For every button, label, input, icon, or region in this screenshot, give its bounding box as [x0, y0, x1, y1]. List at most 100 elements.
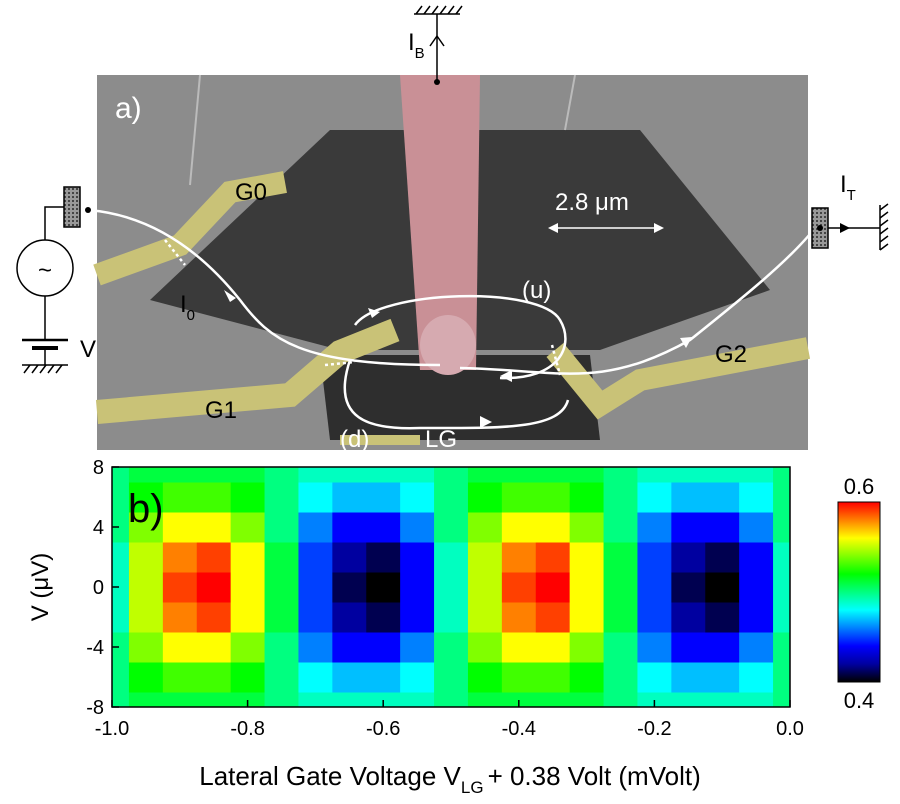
cell [332, 662, 367, 693]
cell [196, 542, 232, 573]
cell [671, 542, 706, 573]
cell [637, 542, 672, 573]
cell [535, 572, 571, 603]
x-tick-label: -0.2 [637, 718, 671, 740]
gate-label: G2 [715, 341, 747, 368]
cell [467, 467, 503, 483]
cell [535, 512, 571, 543]
cell [535, 602, 571, 633]
x-tick-label: -0.8 [230, 718, 264, 740]
cell [162, 602, 198, 633]
cell [162, 662, 198, 693]
cell [298, 692, 333, 707]
cell [162, 572, 198, 603]
cell [603, 542, 638, 573]
cell [162, 692, 198, 707]
cell [467, 572, 503, 603]
cell [366, 572, 401, 603]
cell [671, 512, 706, 543]
cell [128, 512, 164, 543]
cell [298, 467, 333, 483]
cell [501, 602, 537, 633]
cell [400, 602, 435, 633]
x-label-main: Lateral Gate Voltage V [199, 761, 461, 791]
cell [298, 632, 333, 663]
cell [112, 692, 130, 707]
cell [705, 572, 740, 603]
cell [434, 632, 469, 663]
cell [467, 482, 503, 513]
cell [332, 542, 367, 573]
cell [196, 602, 232, 633]
x-tick-label: -0.4 [502, 718, 536, 740]
cell [264, 662, 299, 693]
cell [434, 467, 469, 483]
current-label: IB [408, 29, 425, 62]
cell [298, 662, 333, 693]
cell [739, 602, 774, 633]
colorbar-label: 0.4 [844, 688, 875, 713]
cell [569, 572, 605, 603]
cell [535, 467, 571, 483]
cell [128, 602, 164, 633]
cell [603, 662, 638, 693]
cell [569, 602, 605, 633]
cell [773, 692, 790, 707]
cell [569, 692, 605, 707]
cell [501, 467, 537, 483]
cell [773, 482, 790, 513]
contour-plot [112, 467, 790, 707]
cell [671, 662, 706, 693]
cell [264, 467, 299, 483]
cell [162, 467, 198, 483]
cell [434, 662, 469, 693]
cell [366, 467, 401, 483]
cell [603, 692, 638, 707]
x-tick-label: -1.0 [95, 718, 129, 740]
cell [162, 482, 198, 513]
cell [637, 692, 672, 707]
cell [467, 602, 503, 633]
cell [434, 512, 469, 543]
cell [196, 692, 232, 707]
cell [400, 482, 435, 513]
cell [671, 692, 706, 707]
cell [264, 632, 299, 663]
cell [264, 542, 299, 573]
cell [112, 662, 130, 693]
cell [230, 572, 266, 603]
cell [671, 467, 706, 483]
cell [705, 482, 740, 513]
y-tick-label: 0 [93, 577, 104, 599]
cell [739, 467, 774, 483]
cell [569, 662, 605, 693]
cell [467, 662, 503, 693]
cell [230, 512, 266, 543]
cell [569, 542, 605, 573]
cell [112, 602, 130, 633]
path-label: (u) [522, 277, 551, 304]
cell [332, 572, 367, 603]
current-label: I0 [180, 291, 195, 324]
gate-label: LG [425, 426, 457, 453]
cell [196, 572, 232, 603]
cell [112, 512, 130, 543]
cell [400, 542, 435, 573]
cell [637, 662, 672, 693]
cell [112, 632, 130, 663]
cell [705, 467, 740, 483]
cell [128, 542, 164, 573]
cell [434, 542, 469, 573]
cells [112, 467, 790, 707]
cell [501, 572, 537, 603]
y-tick-label: 4 [93, 517, 104, 539]
symbol: I [840, 171, 847, 198]
cell [434, 602, 469, 633]
cell [264, 602, 299, 633]
cell [501, 512, 537, 543]
cell [603, 467, 638, 483]
cell [637, 632, 672, 663]
cell [637, 512, 672, 543]
cell [773, 572, 790, 603]
cell [569, 632, 605, 663]
